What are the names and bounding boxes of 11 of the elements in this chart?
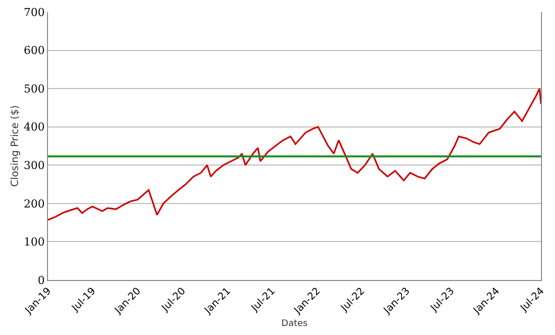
y-tick-label: 600 bbox=[24, 44, 45, 58]
y-tick-label: 200 bbox=[24, 197, 45, 210]
y-tick-label: 700 bbox=[24, 6, 45, 19]
x-axis-title: Dates bbox=[281, 318, 308, 329]
line-series bbox=[48, 88, 541, 221]
y-tick-label: 400 bbox=[24, 120, 45, 134]
y-tick-label: 500 bbox=[24, 82, 45, 96]
y-tick-label: 300 bbox=[24, 158, 45, 172]
y-tick-label: 0 bbox=[38, 274, 45, 287]
y-axis-title: Closing Price ($) bbox=[10, 105, 21, 187]
y-tick-label: 100 bbox=[24, 236, 45, 249]
